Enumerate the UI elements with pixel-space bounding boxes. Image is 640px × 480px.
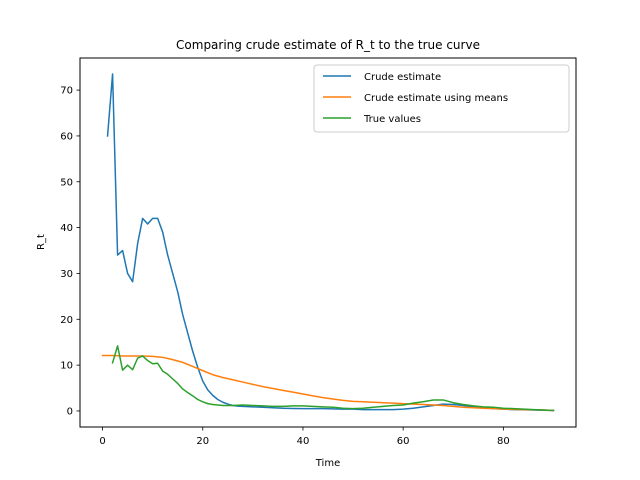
legend-label-crude-estimate: Crude estimate bbox=[364, 72, 441, 83]
series-line-crude-estimate-using-means bbox=[101, 354, 555, 412]
y-tick-label-60: 60 bbox=[60, 131, 73, 142]
legend: Crude estimate Crude estimate using mean… bbox=[313, 64, 570, 133]
legend-box bbox=[313, 64, 570, 133]
y-tick-label-40: 40 bbox=[60, 223, 73, 234]
y-tick-label-0: 0 bbox=[67, 406, 73, 417]
x-tick-label-40: 40 bbox=[297, 436, 310, 447]
series-line-crude-estimate bbox=[106, 73, 555, 412]
y-tick-label-20: 20 bbox=[60, 315, 73, 326]
plot-frame bbox=[79, 57, 577, 428]
x-axis: 0 20 40 60 80 bbox=[99, 427, 510, 447]
y-tick-label-70: 70 bbox=[60, 86, 73, 97]
y-axis-label: R_t bbox=[36, 234, 47, 250]
x-tick-label-0: 0 bbox=[99, 436, 105, 447]
legend-label-true-values: True values bbox=[363, 114, 421, 125]
x-tick-label-20: 20 bbox=[196, 436, 209, 447]
x-tick-label-60: 60 bbox=[397, 436, 410, 447]
x-axis-label: Time bbox=[315, 458, 340, 469]
plot-area bbox=[101, 73, 555, 412]
x-tick-label-80: 80 bbox=[497, 436, 510, 447]
legend-label-crude-estimate-using-means: Crude estimate using means bbox=[364, 93, 508, 104]
y-tick-label-30: 30 bbox=[60, 269, 73, 280]
chart-title: Comparing crude estimate of R_t to the t… bbox=[176, 38, 480, 52]
y-tick-label-10: 10 bbox=[60, 361, 73, 372]
y-tick-label-50: 50 bbox=[60, 177, 73, 188]
series-line-true-values bbox=[111, 345, 555, 412]
y-axis: 0 10 20 30 40 50 60 70 bbox=[60, 86, 80, 417]
